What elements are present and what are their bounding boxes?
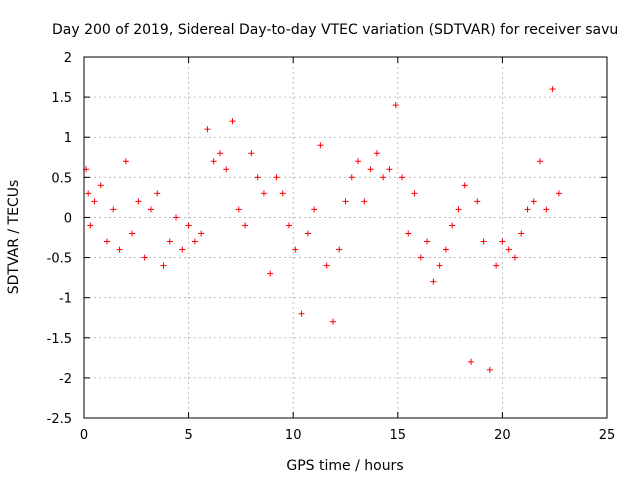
data-point: [342, 198, 349, 205]
data-point: [248, 150, 255, 157]
data-point: [185, 222, 192, 229]
data-point: [154, 190, 161, 197]
plot-frame: [83, 56, 608, 419]
y-tick-label: 0: [64, 211, 72, 226]
y-tick-label: 0.5: [51, 171, 72, 186]
x-tick-label: 25: [599, 428, 616, 443]
x-tick-label: 20: [494, 428, 511, 443]
data-point: [198, 230, 205, 237]
data-point: [223, 166, 230, 173]
data-point: [411, 190, 418, 197]
data-point: [336, 246, 343, 253]
data-point: [518, 230, 525, 237]
data-point: [87, 222, 94, 229]
y-tick-label: -1: [59, 292, 72, 307]
data-point: [355, 158, 362, 165]
data-point: [260, 190, 267, 197]
y-tick-label: -1.5: [47, 332, 72, 347]
data-point: [524, 206, 531, 213]
data-point: [555, 190, 562, 197]
data-point: [97, 182, 104, 189]
data-point: [361, 198, 368, 205]
data-point: [511, 254, 518, 261]
data-point: [204, 126, 211, 133]
y-tick-label: -0.5: [47, 252, 72, 267]
data-point: [304, 230, 311, 237]
data-point: [493, 262, 500, 269]
data-point: [505, 246, 512, 253]
data-point: [191, 238, 198, 245]
data-point: [323, 262, 330, 269]
y-tick-label: 1: [64, 131, 72, 146]
data-point: [468, 358, 475, 365]
data-point: [373, 150, 380, 157]
data-point: [179, 246, 186, 253]
data-point: [235, 206, 242, 213]
data-point: [216, 150, 223, 157]
data-point: [405, 230, 412, 237]
data-point: [461, 182, 468, 189]
data-point: [116, 246, 123, 253]
y-axis-label: SDTVAR / TECUs: [6, 180, 22, 295]
data-point: [135, 198, 142, 205]
data-point: [129, 230, 136, 237]
data-point: [147, 206, 154, 213]
data-point: [229, 118, 236, 125]
data-point: [317, 142, 324, 149]
data-point: [392, 102, 399, 109]
data-point: [480, 238, 487, 245]
data-point: [104, 238, 111, 245]
data-point: [530, 198, 537, 205]
data-point: [292, 246, 299, 253]
x-tick-label: 5: [184, 428, 192, 443]
data-point: [543, 206, 550, 213]
data-point: [160, 262, 167, 269]
data-point: [430, 278, 437, 285]
data-point: [85, 190, 92, 197]
y-tick-label: 1.5: [51, 91, 72, 106]
y-tick-label: -2.5: [47, 412, 72, 427]
data-point: [286, 222, 293, 229]
data-point: [486, 366, 493, 373]
data-point: [398, 174, 405, 181]
data-point: [424, 238, 431, 245]
data-point: [242, 222, 249, 229]
chart-title: Day 200 of 2019, Sidereal Day-to-day VTE…: [52, 22, 618, 38]
data-point: [122, 158, 129, 165]
data-point: [166, 238, 173, 245]
data-point: [380, 174, 387, 181]
data-point: [110, 206, 117, 213]
data-point: [267, 270, 274, 277]
data-point: [141, 254, 148, 261]
x-tick-label: 15: [390, 428, 407, 443]
data-point: [329, 318, 336, 325]
x-axis-label: GPS time / hours: [286, 458, 403, 474]
x-tick-label: 0: [80, 428, 88, 443]
data-point: [348, 174, 355, 181]
y-tick-label: -2: [59, 372, 72, 387]
data-point: [254, 174, 261, 181]
data-point: [442, 246, 449, 253]
data-point: [279, 190, 286, 197]
data-point: [273, 174, 280, 181]
data-point: [210, 158, 217, 165]
data-point: [367, 166, 374, 173]
data-point: [474, 198, 481, 205]
data-point: [537, 158, 544, 165]
data-point: [91, 198, 98, 205]
data-point: [449, 222, 456, 229]
x-tick-label: 10: [285, 428, 302, 443]
data-point: [436, 262, 443, 269]
data-point: [455, 206, 462, 213]
data-point: [173, 214, 180, 221]
data-point: [311, 206, 318, 213]
data-point: [298, 310, 305, 317]
data-point: [386, 166, 393, 173]
y-tick-label: 2: [64, 51, 72, 66]
data-point: [549, 86, 556, 93]
data-point: [417, 254, 424, 261]
data-point: [499, 238, 506, 245]
